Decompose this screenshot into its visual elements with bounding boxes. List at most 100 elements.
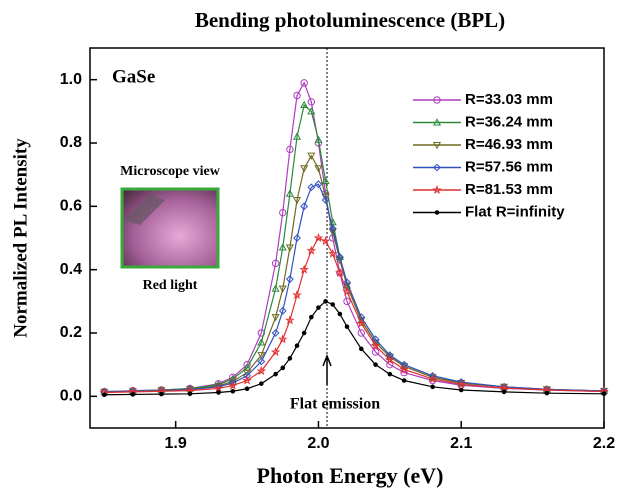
data-point: [285, 275, 294, 284]
data-point: [371, 348, 380, 356]
data-point: [256, 366, 267, 376]
data-point: [300, 165, 309, 173]
data-point: [373, 362, 378, 367]
data-point: [321, 196, 330, 204]
data-point: [293, 91, 301, 100]
data-point: [385, 351, 394, 360]
y-tick-label: 0.2: [60, 324, 82, 341]
data-point: [270, 347, 281, 357]
data-point: [273, 371, 278, 377]
data-point: [327, 248, 338, 258]
data-point: [285, 189, 294, 197]
data-point: [271, 314, 280, 322]
data-point: [337, 311, 343, 317]
data-point: [316, 305, 321, 310]
series-line: [104, 81, 605, 393]
data-point: [242, 375, 252, 385]
legend-marker: [434, 210, 440, 215]
data-point: [342, 286, 352, 296]
legend-label: R=46.93 mm: [465, 136, 553, 153]
data-point: [344, 324, 350, 329]
x-tick-label: 2.1: [450, 435, 472, 452]
data-point: [306, 245, 317, 255]
data-point: [387, 371, 393, 377]
data-point: [400, 360, 409, 369]
data-point: [313, 233, 324, 243]
y-tick-label: 1.0: [60, 71, 82, 88]
data-point: [244, 386, 250, 392]
data-point: [544, 390, 550, 396]
data-point: [285, 244, 294, 252]
legend-marker: [432, 185, 442, 195]
legend-label: R=81.53 mm: [465, 181, 553, 198]
data-point: [320, 236, 331, 246]
data-point: [385, 354, 395, 364]
data-point: [401, 378, 407, 383]
data-point: [314, 135, 323, 143]
data-point: [259, 381, 264, 386]
data-point: [278, 306, 287, 315]
data-point: [294, 343, 300, 348]
series-line: [104, 154, 605, 393]
data-point: [307, 107, 316, 115]
legend-marker: [432, 141, 442, 150]
y-tick-label: 0.8: [60, 134, 82, 151]
data-point: [257, 352, 266, 360]
data-point: [343, 297, 351, 306]
data-point: [293, 234, 301, 242]
data-point: [357, 329, 365, 337]
data-point: [287, 356, 293, 361]
data-point: [300, 79, 308, 87]
data-point: [228, 380, 238, 390]
data-point: [399, 364, 409, 374]
data-point: [243, 371, 251, 380]
inset-title: Microscope view: [120, 164, 221, 179]
legend-label: Flat R=infinity: [465, 203, 565, 220]
data-point: [458, 387, 464, 393]
legend-label: R=33.03 mm: [465, 91, 553, 108]
data-point: [228, 379, 237, 387]
data-point: [301, 330, 307, 336]
legend-marker: [432, 118, 442, 126]
data-point: [277, 334, 288, 344]
data-point: [456, 379, 466, 389]
data-point: [280, 365, 286, 371]
y-tick-label: 0.6: [60, 198, 82, 215]
data-point: [314, 180, 323, 189]
data-point: [159, 391, 164, 397]
data-point: [427, 373, 438, 383]
microscope-inset: [120, 187, 220, 269]
data-point: [300, 202, 309, 211]
data-point: [130, 392, 136, 397]
data-point: [501, 389, 507, 395]
data-point: [307, 183, 316, 192]
legend-marker: [433, 163, 441, 172]
series-line: [104, 183, 605, 393]
data-point: [601, 391, 607, 397]
data-point: [271, 284, 280, 292]
data-point: [230, 388, 236, 394]
x-axis-label: Photon Energy (eV): [257, 463, 444, 488]
data-point: [300, 100, 309, 109]
data-point: [335, 253, 344, 261]
data-point: [257, 357, 266, 366]
data-point: [323, 299, 328, 304]
data-point: [292, 290, 302, 300]
data-point: [257, 329, 266, 337]
y-axis-label: Normalized PL Intensity: [10, 138, 31, 338]
data-point: [187, 391, 193, 397]
data-point: [307, 98, 316, 106]
data-point: [307, 152, 316, 160]
inset-caption: Red light: [143, 278, 198, 293]
data-point: [271, 329, 280, 337]
data-point: [213, 383, 224, 393]
data-point: [343, 278, 351, 287]
data-point: [279, 208, 287, 217]
data-point: [286, 145, 294, 154]
legend-marker: [433, 96, 441, 104]
x-tick-label: 2.2: [593, 435, 615, 452]
data-point: [278, 285, 287, 293]
x-tick-label: 1.9: [165, 435, 187, 452]
data-point: [292, 132, 302, 140]
x-tick-label: 2.0: [307, 435, 329, 452]
